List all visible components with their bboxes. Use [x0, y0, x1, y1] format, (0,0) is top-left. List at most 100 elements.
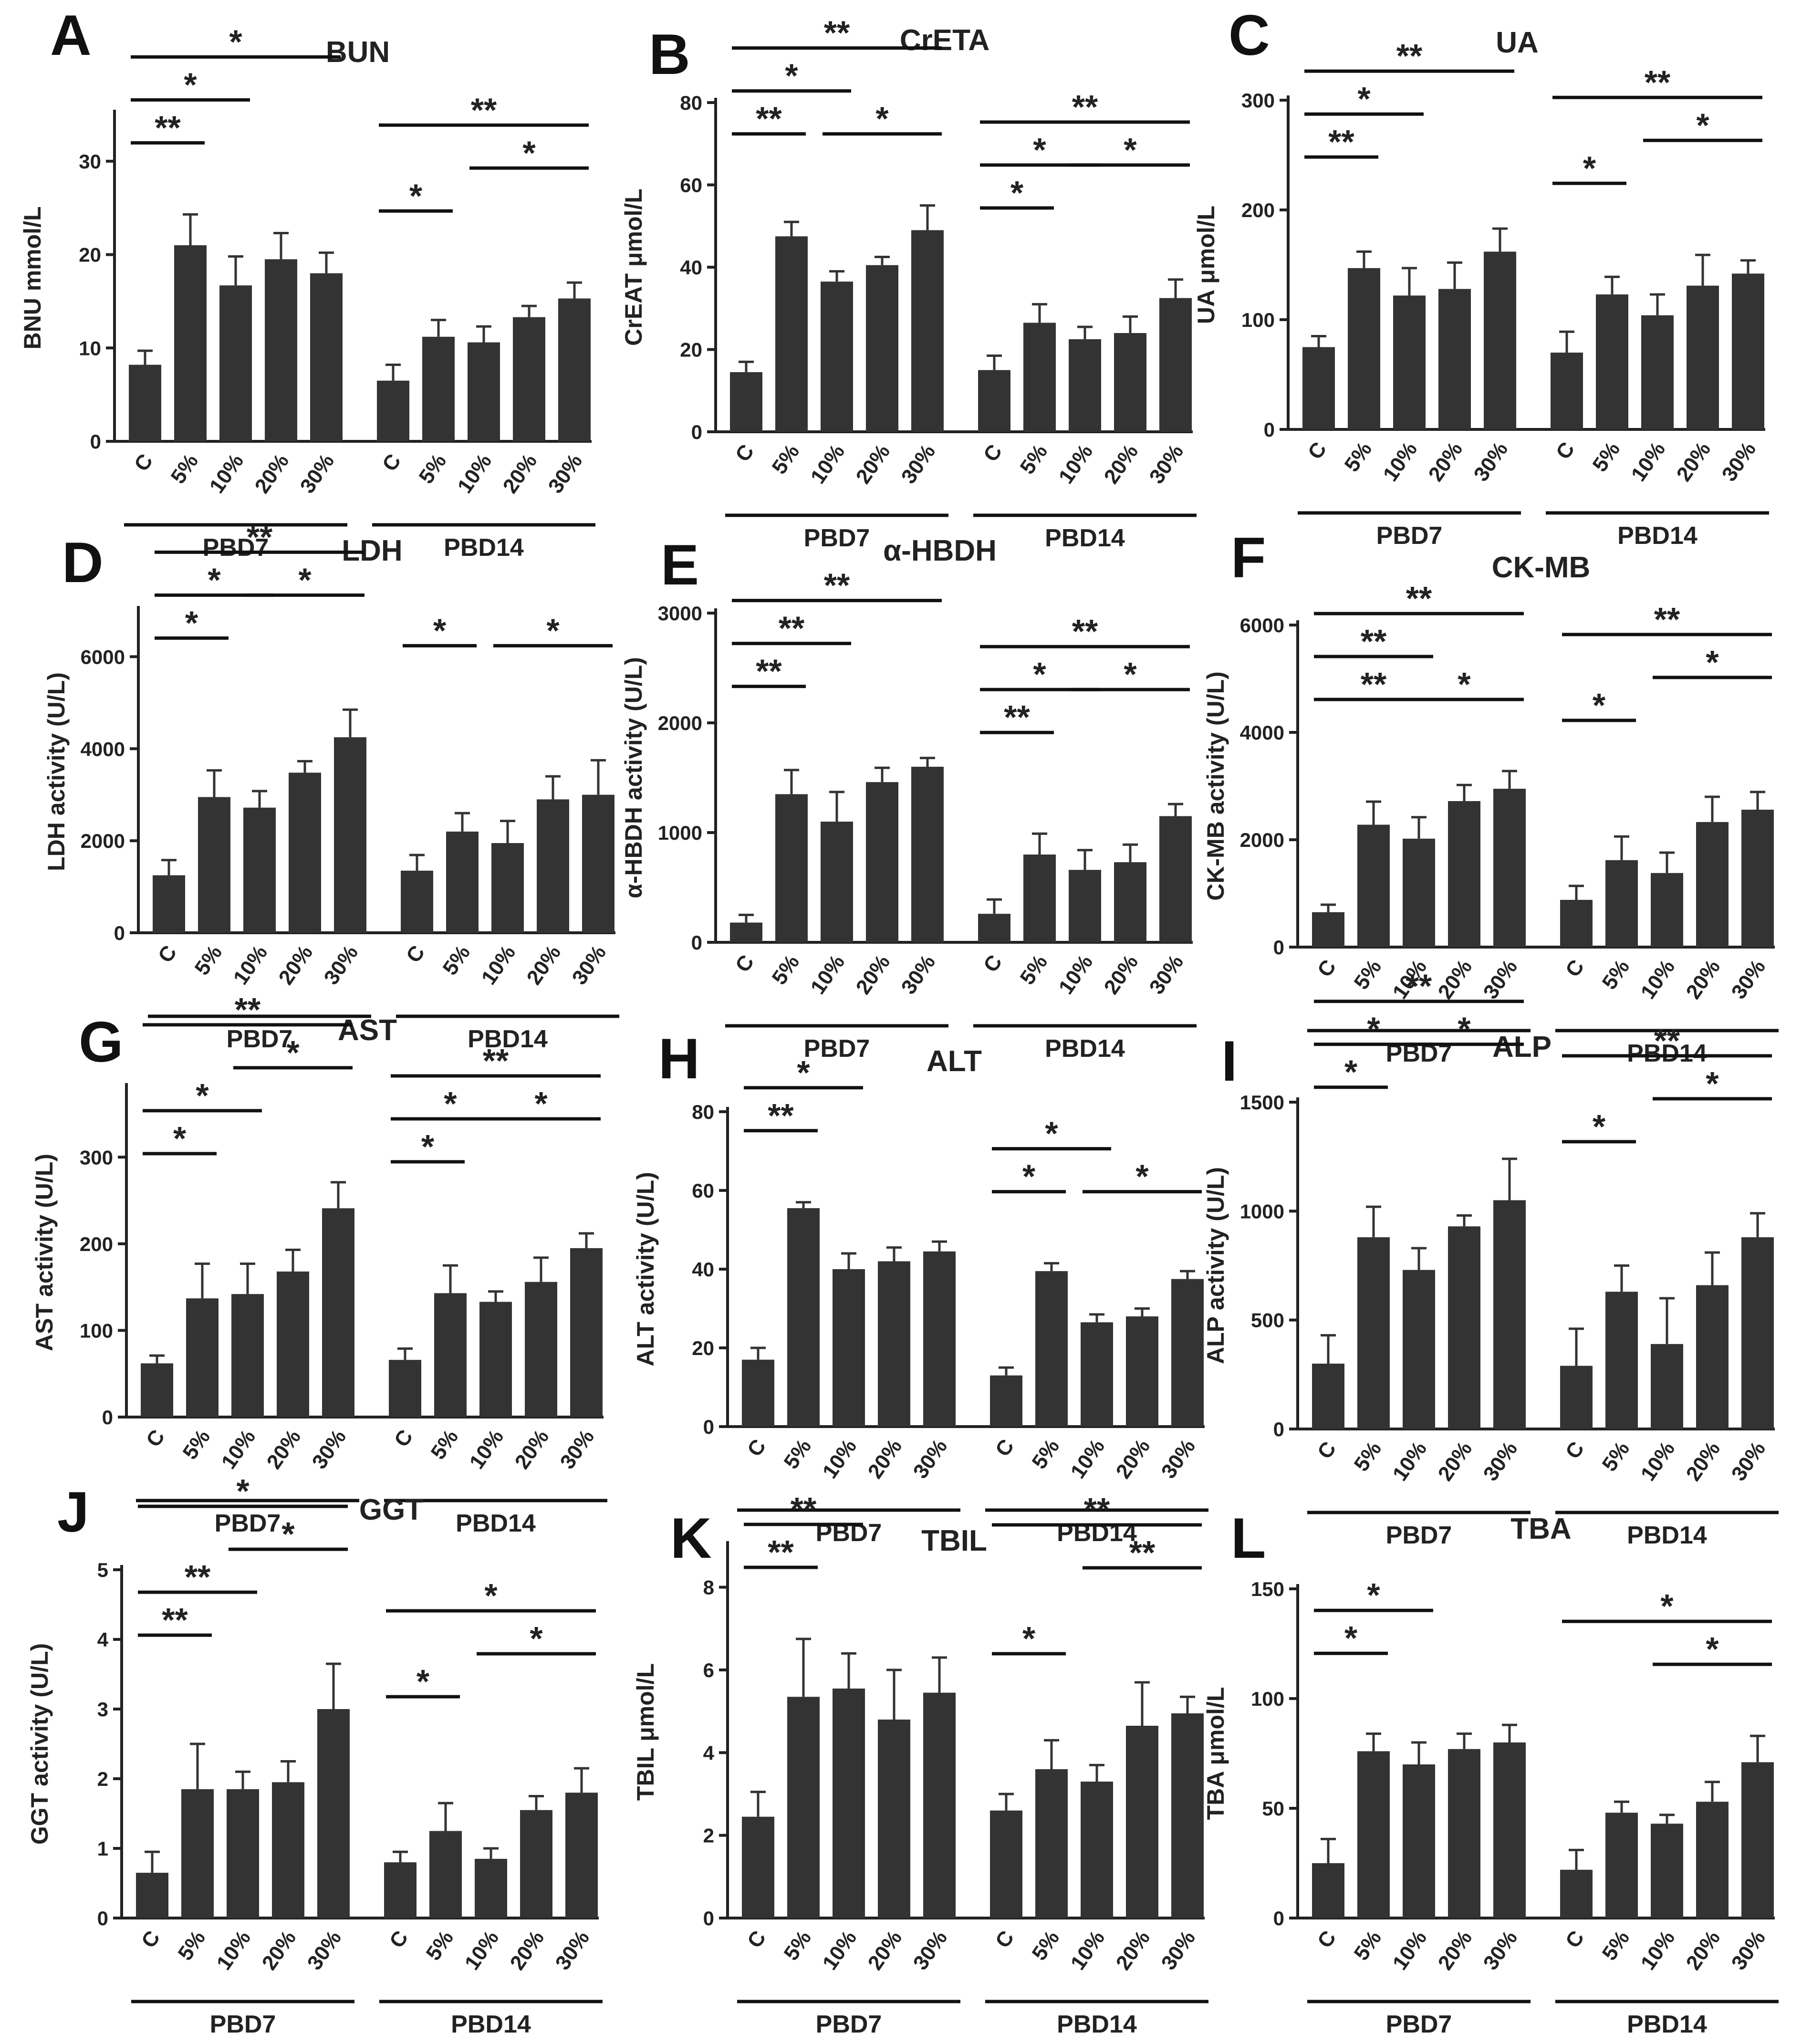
bar	[742, 1816, 774, 1918]
bar	[1493, 1200, 1526, 1429]
y-tick-label: 4	[97, 1628, 109, 1651]
significance-label: **	[1396, 37, 1423, 74]
significance-label: *	[1022, 1158, 1036, 1195]
bar	[1357, 1751, 1390, 1918]
category-label: C	[142, 1426, 169, 1451]
category-label: 5%	[1598, 1927, 1635, 1965]
bar	[1126, 1726, 1158, 1918]
y-tick-label: 0	[97, 1907, 108, 1929]
significance-label: **	[768, 1097, 794, 1134]
significance-label: *	[1124, 131, 1137, 168]
category-label: 20%	[1434, 1927, 1477, 1974]
significance-label: *	[1045, 1115, 1058, 1152]
bar	[422, 336, 455, 441]
category-label: 5%	[1340, 438, 1377, 476]
y-tick-label: 2000	[658, 712, 702, 734]
bar	[429, 1831, 462, 1918]
category-label: 30%	[1469, 438, 1513, 486]
category-label: 30%	[544, 450, 587, 498]
y-tick-label: 0	[1273, 1418, 1284, 1440]
bar	[219, 285, 252, 441]
bar	[520, 1810, 552, 1918]
significance-label: *	[185, 604, 198, 641]
category-label: 30%	[1718, 438, 1761, 486]
bar	[1493, 789, 1526, 947]
bar	[1171, 1279, 1204, 1427]
category-label: C	[731, 440, 759, 466]
significance-label: *	[484, 1577, 498, 1614]
category-label: C	[402, 941, 429, 967]
y-tick-label: 0	[1264, 418, 1275, 441]
y-axis-label: BNU mmol/L	[19, 207, 46, 350]
chart-title: α-HBDH	[883, 534, 997, 567]
y-tick-label: 80	[680, 92, 702, 114]
category-label: 10%	[1054, 951, 1098, 999]
y-tick-label: 20	[680, 339, 702, 361]
significance-label: *	[1344, 1619, 1358, 1657]
category-label: 30%	[909, 1927, 952, 1974]
group-label: PBD7	[215, 1510, 281, 1537]
bar	[730, 922, 762, 942]
category-label: 20%	[852, 440, 895, 488]
y-tick-label: 0	[1273, 1907, 1284, 1929]
category-label: 5%	[1350, 1438, 1386, 1476]
bar	[1357, 1237, 1390, 1429]
bar	[1596, 294, 1628, 429]
category-label: 20%	[1112, 1927, 1155, 1974]
category-label: 30%	[897, 440, 940, 488]
significance-label: *	[281, 1515, 295, 1553]
y-tick-label: 5	[97, 1559, 108, 1581]
bar	[186, 1298, 219, 1417]
bar	[1023, 323, 1056, 432]
bar	[990, 1375, 1022, 1427]
category-label: 10%	[806, 951, 850, 999]
group-label: PBD7	[1376, 522, 1443, 550]
chart-title: GGT	[359, 1493, 423, 1526]
category-label: 20%	[510, 1426, 554, 1473]
group-label: PBD14	[1627, 1040, 1707, 1067]
bar	[1605, 1813, 1638, 1918]
significance-label: **	[185, 1558, 211, 1596]
bar	[277, 1271, 309, 1417]
category-label: C	[743, 1927, 771, 1952]
category-label: 20%	[506, 1927, 549, 1974]
y-axis-label: TBA μmol/L	[1202, 1687, 1229, 1820]
category-label: C	[154, 941, 181, 967]
bar	[1651, 1824, 1683, 1918]
bar	[911, 767, 944, 942]
bar	[1560, 900, 1593, 947]
bar	[377, 380, 409, 441]
significance-label: **	[247, 518, 273, 555]
significance-label: **	[1129, 1534, 1156, 1571]
bar	[1493, 1742, 1526, 1918]
significance-label: **	[162, 1601, 188, 1638]
y-tick-label: 4000	[81, 738, 125, 760]
y-tick-label: 100	[80, 1319, 113, 1342]
bar	[1560, 1366, 1593, 1429]
category-label: C	[1561, 956, 1589, 981]
bar	[1023, 855, 1056, 942]
chart-title: BUN	[326, 36, 390, 69]
bar	[181, 1789, 214, 1918]
category-label: 5%	[1016, 440, 1052, 479]
y-tick-label: 60	[680, 174, 702, 197]
group-label: PBD14	[1057, 2011, 1137, 2038]
y-tick-label: 150	[1251, 1578, 1284, 1600]
category-label: 5%	[415, 450, 451, 488]
bar	[141, 1363, 173, 1417]
significance-label: *	[298, 561, 312, 598]
group-label: PBD14	[1627, 1522, 1707, 1549]
y-axis-label: AST activity (U/L)	[31, 1154, 58, 1351]
category-label: 10%	[818, 1435, 862, 1483]
y-tick-label: 6000	[1240, 614, 1284, 636]
bar	[1069, 870, 1101, 942]
category-label: 30%	[1727, 1438, 1770, 1485]
bar	[923, 1692, 956, 1918]
bar	[1438, 289, 1471, 429]
bar	[525, 1282, 557, 1417]
category-label: C	[731, 951, 759, 977]
group-label: PBD14	[468, 1025, 548, 1053]
